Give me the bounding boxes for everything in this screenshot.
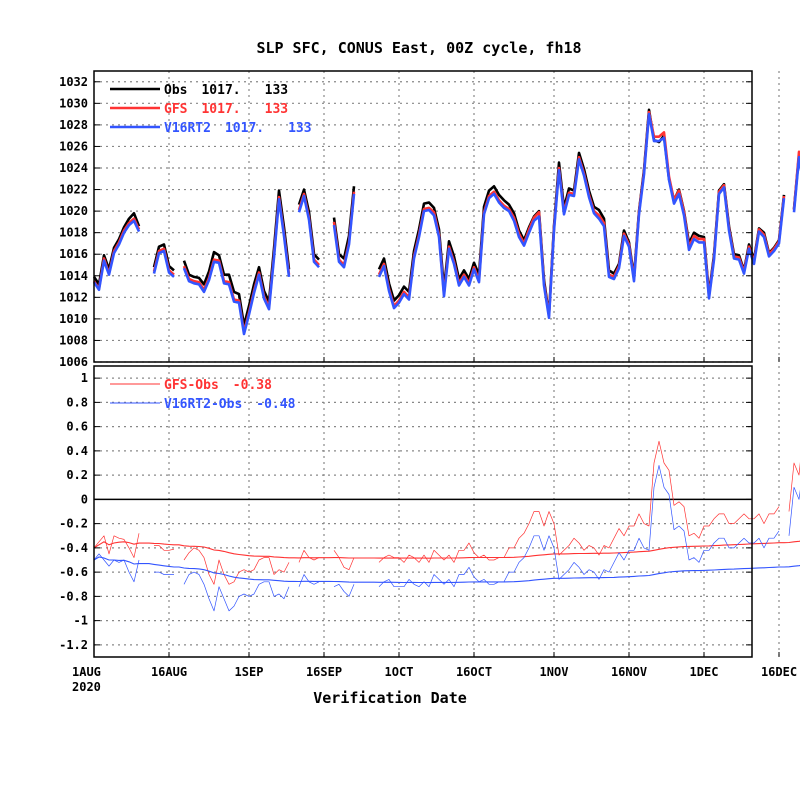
y-tick-label: 1024 [59, 161, 88, 175]
y-tick-label: 0.8 [66, 395, 88, 409]
top-legend: Obs 1017. 133 GFS 1017. 133 V16RT2 1017. 133 [110, 83, 312, 136]
y-tick-label: 0.2 [66, 468, 88, 482]
legend-label: Obs 1017. 133 [164, 83, 288, 98]
bottom-legend: GFS-Obs -0.38 V16RT2-Obs -0.48 [110, 378, 296, 412]
x-tick-label: 1OCT [385, 665, 414, 679]
bottom-y-ticks: -1.2 -1 -0.8 -0.6 -0.4 -0.2 0 0.2 0.4 0.6 0.8 1 [59, 371, 752, 652]
y-tick-label: 1032 [59, 75, 88, 89]
legend-label: GFS-Obs -0.38 [164, 378, 272, 393]
legend-label: V16RT2 1017. 133 [164, 121, 312, 136]
y-tick-label: -0.6 [59, 565, 88, 579]
legend-label: GFS 1017. 133 [164, 102, 288, 117]
y-tick-label: 1 [81, 371, 88, 385]
x-tick-label: 16AUG [151, 665, 187, 679]
running-mean-gfs-obs [93, 540, 800, 559]
y-tick-label: 1014 [59, 269, 88, 283]
x-tick-label: 1SEP [235, 665, 264, 679]
y-tick-label: 1012 [59, 290, 88, 304]
bottom-panel-bias: -1.2 -1 -0.8 -0.6 -0.4 -0.2 0 0.2 0.4 0.6 0.8 1 GFS… [59, 365, 800, 658]
running-mean-v16rt2-obs [93, 556, 800, 584]
y-tick-label: 1008 [59, 333, 88, 347]
y-tick-label: 1018 [59, 226, 88, 240]
x-tick-label: 16SEP [306, 665, 342, 679]
x-tick-label: 1AUG [72, 665, 101, 679]
bottom-panel-frame [93, 365, 753, 658]
top-series-lines [92, 108, 800, 336]
top-panel-frame [93, 70, 753, 363]
y-tick-label: 1028 [59, 118, 88, 132]
y-tick-label: 0.4 [66, 444, 88, 458]
bottom-grid [93, 366, 780, 657]
y-tick-label: 0.6 [66, 420, 88, 434]
y-tick-label: 1020 [59, 204, 88, 218]
x-tick-label: 1NOV [540, 665, 569, 679]
y-tick-label: -1.2 [59, 638, 88, 652]
x-tick-label: 16DEC [761, 665, 797, 679]
y-tick-label: 1006 [59, 355, 88, 369]
y-tick-label: -0.2 [59, 517, 88, 531]
bottom-series-lines [93, 440, 800, 612]
y-tick-label: 1016 [59, 247, 88, 261]
y-tick-label: -0.4 [59, 541, 88, 555]
x-axis: 1AUG 16AUG 1SEP 16SEP 1OCT 16OCT 1NOV 16NOV 1DEC… [72, 665, 797, 679]
x-tick-label: 16OCT [456, 665, 492, 679]
x-tick-label: 16NOV [611, 665, 647, 679]
y-tick-label: 1026 [59, 139, 88, 153]
y-tick-label: -1 [74, 614, 88, 628]
y-tick-label: 1010 [59, 312, 88, 326]
x-tick-label: 1DEC [690, 665, 719, 679]
x-year-label: 2020 [72, 680, 101, 694]
top-panel-slp: 1006 1008 1010 1012 1014 1016 1018 1020 1022 1024… [59, 70, 800, 369]
legend-label: V16RT2-Obs -0.48 [164, 397, 296, 412]
y-tick-label: 1030 [59, 96, 88, 110]
y-tick-label: -0.8 [59, 589, 88, 603]
y-tick-label: 0 [81, 492, 88, 506]
x-axis-label: Verification Date [313, 689, 467, 707]
top-y-ticks: 1006 1008 1010 1012 1014 1016 1018 1020 1022 1024… [59, 75, 752, 369]
series-line-v16rt2 [92, 112, 800, 336]
y-tick-label: 1022 [59, 183, 88, 197]
chart-title: SLP SFC, CONUS East, 00Z cycle, fh18 [256, 39, 581, 57]
